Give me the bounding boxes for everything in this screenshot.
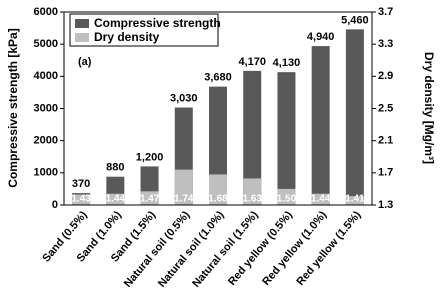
value-label: 3,030 (170, 92, 198, 104)
legend-box (69, 13, 219, 47)
y-axis-label: Compressive strength [kPa] (6, 28, 20, 187)
bar (277, 188, 296, 205)
value-label: 1,200 (136, 151, 164, 163)
value-label: 880 (106, 162, 124, 174)
legend-label: Dry density (94, 30, 160, 44)
bar (174, 169, 193, 205)
y-tick-label: 0 (52, 199, 58, 211)
x-tick-label: Natural soil (0.5%) (122, 209, 193, 290)
bar (243, 178, 262, 205)
value-label: 1.43 (71, 194, 91, 205)
x-tick-label: Red yellow (1.0%) (260, 209, 329, 288)
value-label: 4,130 (273, 57, 301, 69)
value-label: 5,460 (341, 14, 369, 26)
y-tick-label: 4000 (34, 70, 58, 82)
x-tick-label: Red yellow (0.5%) (226, 209, 295, 288)
annotation: (a) (78, 56, 92, 68)
bar (311, 46, 330, 206)
value-label: 1.44 (311, 194, 331, 205)
bar (311, 193, 330, 205)
y-tick-label: 3000 (34, 102, 58, 114)
bar (243, 70, 262, 206)
y-tick-label: 5000 (34, 38, 58, 50)
legend-swatch (75, 19, 89, 28)
value-label: 4,940 (307, 31, 335, 43)
value-label: 370 (72, 178, 90, 190)
y-tick-label: 1000 (34, 167, 58, 179)
bar (209, 174, 227, 205)
y2-tick-label: 2.1 (378, 135, 393, 147)
y2-axis-label: Dry density [Mg/m³] (422, 52, 436, 164)
value-label: 1.50 (277, 194, 297, 205)
value-label: 1.74 (174, 194, 194, 205)
value-label: 1.41 (345, 194, 365, 205)
value-label: 1.47 (140, 194, 160, 205)
bar (72, 194, 91, 205)
y2-tick-label: 3.7 (378, 6, 393, 18)
bar (277, 72, 296, 205)
y-tick-label: 6000 (34, 6, 58, 18)
x-tick-label: Natural soil (1.0%) (156, 209, 227, 290)
x-tick-label: Red yellow (1.5%) (294, 209, 363, 288)
bar (345, 196, 364, 205)
y2-tick-label: 1.7 (378, 167, 393, 179)
bar (345, 29, 364, 206)
value-label: 4,170 (238, 56, 266, 68)
value-label: 1.63 (242, 194, 262, 205)
value-label: 1.44 (106, 194, 126, 205)
bar (140, 191, 159, 205)
legend-swatch (75, 33, 89, 42)
y-tick-label: 2000 (34, 135, 58, 147)
x-tick-label: Natural soil (1.5%) (190, 209, 261, 290)
y2-tick-label: 3.3 (378, 38, 393, 50)
y2-tick-label: 2.9 (378, 70, 393, 82)
value-label: 3,680 (204, 72, 232, 84)
y2-tick-label: 2.5 (378, 102, 393, 114)
value-label: 1.68 (208, 194, 228, 205)
legend-label: Compressive strength (94, 16, 221, 30)
y2-tick-label: 1.3 (378, 199, 393, 211)
bar (106, 193, 125, 205)
